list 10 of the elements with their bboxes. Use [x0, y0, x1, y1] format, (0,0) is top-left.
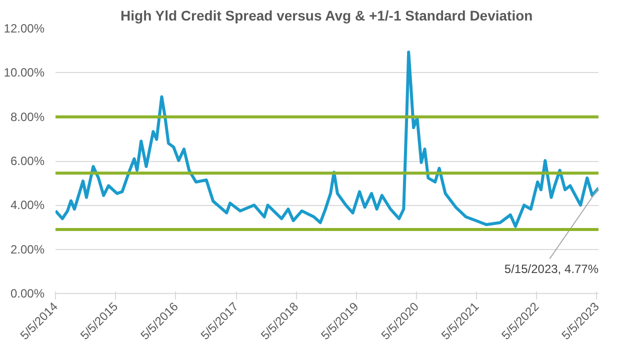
y-tick-label: 2.00% — [10, 242, 45, 256]
line-series — [56, 50, 598, 228]
y-tick-label: 6.00% — [10, 154, 45, 168]
annotation: 5/15/2023, 4.77% — [504, 262, 599, 276]
y-tick-label: 8.00% — [10, 110, 45, 124]
y-tick-label: 12.00% — [4, 22, 45, 36]
y-tick-label: 4.00% — [10, 198, 45, 212]
chart-title: High Yld Credit Spread versus Avg & +1/-1 Standard Deviation — [120, 8, 533, 24]
y-tick-label: 0.00% — [10, 286, 45, 300]
y-tick-label: 10.00% — [4, 66, 45, 80]
